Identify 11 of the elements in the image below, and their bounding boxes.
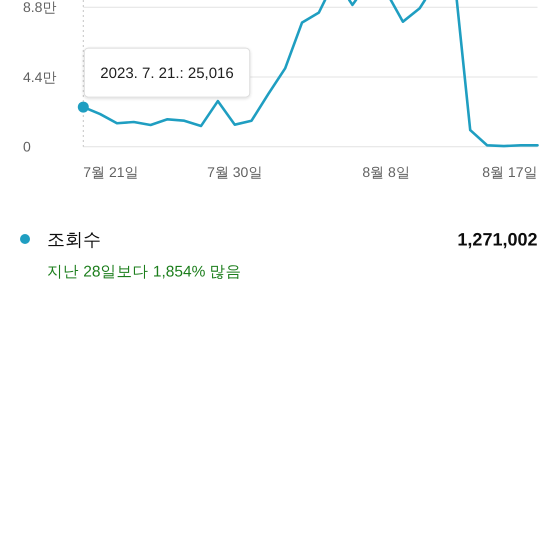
annotation: 1,271,002 [457,229,538,250]
annotation: 지난 28일보다 1,854% 많음 [47,263,242,280]
xtick-label: 7월 21일 [83,164,139,180]
xtick-label: 8월 8일 [362,164,410,180]
xtick-label: 8월 17일 [482,164,538,180]
legend-label: 조회수 [47,229,101,250]
xtick-label: 7월 30일 [207,164,262,180]
ytick-label: 8.8만 [23,0,56,16]
tooltip-text: 2023. 7. 21.: 25,016 [100,64,234,82]
ytick-label: 0 [23,138,31,155]
ytick-label: 4.4만 [23,68,56,85]
